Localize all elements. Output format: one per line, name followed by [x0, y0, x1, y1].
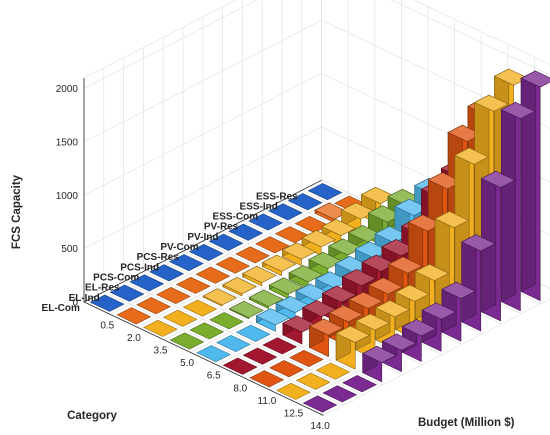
floor-tile — [248, 213, 283, 231]
floor-tile — [215, 256, 251, 274]
bar — [229, 300, 264, 320]
floor-tile — [169, 332, 205, 350]
floor-tile — [175, 276, 211, 294]
bar — [275, 295, 311, 322]
bar — [308, 318, 344, 358]
bar — [301, 230, 337, 256]
floor-tile — [235, 246, 270, 264]
floor-tile — [156, 286, 191, 305]
floor-tile — [216, 334, 251, 353]
bar — [288, 265, 324, 289]
category-tick-label: EL-Com — [42, 303, 80, 314]
bar — [362, 345, 397, 383]
floor-tile — [322, 385, 358, 403]
floor-tile — [189, 322, 225, 340]
bar — [282, 315, 317, 345]
floor-tile — [195, 266, 231, 284]
floor-tile — [169, 254, 204, 272]
floor-tile — [276, 382, 311, 400]
floor-tile — [209, 312, 244, 330]
z-tick-label: 2000 — [56, 84, 79, 95]
category-tick-label: PCS-Res — [137, 252, 180, 263]
floor-tile — [235, 324, 271, 342]
bars — [202, 68, 550, 383]
z-tick-label: 1000 — [56, 191, 79, 202]
floor-tile — [287, 193, 323, 211]
budget-tick-label: 6.5 — [207, 371, 221, 382]
floor-tile — [149, 264, 184, 282]
floor-tile — [228, 223, 264, 241]
floor-tile — [295, 372, 331, 390]
bar — [308, 251, 343, 279]
floor-tile — [143, 319, 178, 337]
category-tick-label: ESS-Com — [213, 212, 259, 223]
budget-tick-label: 0.5 — [100, 320, 114, 331]
bar — [281, 242, 317, 267]
category-tick-label: PV-Com — [160, 242, 198, 253]
floor-tile — [289, 349, 324, 368]
floor-tile — [182, 299, 218, 317]
floor-tile — [208, 233, 244, 251]
category-tick-label: ESS-Res — [256, 191, 298, 202]
floor-tile — [302, 395, 338, 413]
budget-tick-label: 3.5 — [154, 346, 168, 357]
y-axis-label: Category — [67, 410, 117, 422]
category-tick-label: PV-Res — [204, 222, 239, 233]
tick-labels: 0500100015002000ESS-ResESS-IndESS-ComPV-… — [42, 84, 331, 432]
floor-tile — [307, 183, 343, 201]
category-tick-label: ESS-Ind — [240, 201, 278, 212]
floor-tile — [222, 357, 258, 375]
budget-tick-label: 11.0 — [258, 396, 277, 407]
bar — [261, 254, 297, 277]
floor-tile — [268, 203, 303, 221]
floor-tile — [196, 345, 231, 363]
floor-tile — [315, 362, 351, 380]
bar — [242, 265, 277, 287]
z-tick-label: 0 — [72, 298, 78, 309]
floor-tile — [255, 236, 290, 254]
floor-tiles — [89, 183, 377, 413]
bar — [248, 289, 284, 310]
bar — [255, 308, 291, 332]
category-tick-label: PCS-Com — [93, 272, 139, 283]
floor-tile — [242, 347, 278, 365]
category-tick-label: PCS-Ind — [120, 262, 159, 273]
floor-tile — [188, 243, 224, 262]
floor-tile — [129, 274, 165, 292]
bar — [222, 277, 257, 297]
bar — [321, 218, 356, 246]
bar — [441, 281, 476, 342]
bar — [375, 300, 410, 350]
floor-tile — [249, 370, 285, 388]
budget-tick-label: 12.5 — [284, 409, 304, 420]
bar — [202, 288, 238, 307]
floor-tile — [109, 284, 145, 302]
budget-tick-label: 8.0 — [233, 383, 247, 394]
floor-tile — [136, 297, 171, 315]
x-axis-label: Budget (Million $) — [418, 417, 515, 429]
bar — [268, 277, 304, 299]
bar — [461, 234, 496, 332]
category-tick-label: EL-Ind — [69, 293, 100, 304]
z-axis-label: FCS Capacity — [11, 174, 23, 249]
budget-tick-label: 14.0 — [310, 421, 330, 432]
budget-tick-label: 2.0 — [127, 333, 141, 344]
floor-tile — [342, 375, 377, 393]
floor-tile — [89, 294, 125, 312]
category-tick-label: EL-Res — [85, 283, 120, 294]
z-tick-label: 1500 — [56, 138, 79, 149]
floor-tile — [269, 360, 304, 378]
bar — [520, 70, 550, 302]
bar — [335, 325, 371, 370]
floor-tile — [262, 337, 298, 355]
z-tick-label: 500 — [61, 244, 78, 255]
category-tick-label: PV-Ind — [187, 232, 218, 243]
floor-tile — [162, 309, 198, 327]
budget-tick-label: 5.0 — [180, 358, 194, 369]
floor-tile — [116, 307, 152, 325]
bar — [381, 333, 417, 373]
